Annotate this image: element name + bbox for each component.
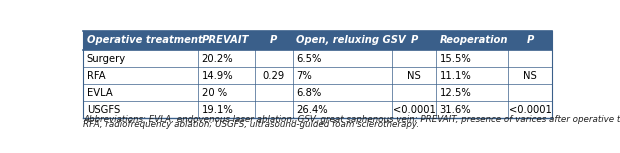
Bar: [83, 84, 552, 101]
Text: P: P: [410, 35, 418, 45]
Text: <0.0001: <0.0001: [392, 105, 436, 115]
Text: 19.1%: 19.1%: [202, 105, 234, 115]
Text: Open, reluxing GSV: Open, reluxing GSV: [296, 35, 406, 45]
Text: Surgery: Surgery: [87, 54, 126, 64]
Bar: [83, 101, 552, 118]
Text: 26.4%: 26.4%: [296, 105, 328, 115]
Bar: [83, 67, 552, 84]
Text: P: P: [270, 35, 278, 45]
Text: 20 %: 20 %: [202, 88, 227, 98]
Text: USGFS: USGFS: [87, 105, 120, 115]
Text: PREVAIT: PREVAIT: [202, 35, 249, 45]
Text: 6.5%: 6.5%: [296, 54, 322, 64]
Text: NS: NS: [523, 71, 537, 81]
Text: 15.5%: 15.5%: [440, 54, 471, 64]
Text: NS: NS: [407, 71, 421, 81]
Text: RFA: RFA: [87, 71, 105, 81]
Text: 7%: 7%: [296, 71, 312, 81]
Text: P: P: [526, 35, 534, 45]
Text: 20.2%: 20.2%: [202, 54, 233, 64]
Bar: [83, 50, 552, 67]
Text: <0.0001: <0.0001: [509, 105, 552, 115]
Text: 6.8%: 6.8%: [296, 88, 322, 98]
Text: Reoperation: Reoperation: [440, 35, 508, 45]
Text: EVLA: EVLA: [87, 88, 112, 98]
Text: 12.5%: 12.5%: [440, 88, 471, 98]
Text: 0.29: 0.29: [263, 71, 285, 81]
Text: Abbreviations: EVLA, endovenous laser ablation; GSV, great saphenous vein; PREVA: Abbreviations: EVLA, endovenous laser ab…: [83, 115, 620, 124]
Bar: [83, 31, 552, 50]
Text: RFA, radiofrequency ablation; USGFS, ultrasound-guided foam sclerotherapy.: RFA, radiofrequency ablation; USGFS, ult…: [83, 119, 419, 129]
Text: Operative treatment: Operative treatment: [87, 35, 202, 45]
Text: 31.6%: 31.6%: [440, 105, 471, 115]
Text: 14.9%: 14.9%: [202, 71, 233, 81]
Text: 11.1%: 11.1%: [440, 71, 471, 81]
